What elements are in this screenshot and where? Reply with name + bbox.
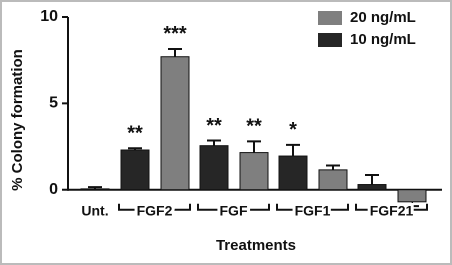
significance-label: *: [289, 119, 297, 141]
bar: [397, 189, 427, 203]
legend-label: 20 ng/mL: [350, 9, 416, 26]
group-bracket: [197, 203, 270, 211]
y-tick-label: 10: [40, 8, 58, 25]
bar: [120, 149, 150, 191]
legend-label: 10 ng/mL: [350, 31, 416, 48]
x-tick-label: FGF21: [370, 202, 414, 218]
y-tick-label: 0: [49, 181, 58, 198]
error-bar: [286, 143, 300, 157]
error-bar: [247, 140, 261, 153]
significance-label: ***: [163, 23, 187, 45]
x-tick-label: FGF1: [295, 202, 331, 218]
bar: [160, 56, 190, 191]
bar: [278, 155, 308, 191]
x-tick-label: FGF2: [137, 202, 173, 218]
legend-swatch: [318, 11, 342, 25]
bar: [239, 152, 269, 191]
error-bar: [207, 139, 221, 146]
significance-label: **: [127, 123, 143, 145]
error-bar: [128, 147, 142, 150]
x-tick-label: Unt.: [81, 202, 108, 218]
bar: [318, 169, 348, 191]
error-bar: [365, 174, 379, 185]
significance-label: **: [206, 115, 222, 137]
bar: [80, 188, 110, 191]
bar: [199, 145, 229, 191]
bar: [357, 184, 387, 191]
group-bracket: [118, 203, 191, 211]
significance-label: **: [246, 116, 262, 138]
error-bar: [405, 201, 419, 208]
legend-swatch: [318, 33, 342, 47]
error-bar: [326, 164, 340, 170]
error-bar: [168, 47, 182, 57]
x-tick-label: FGF: [220, 202, 248, 218]
group-bracket: [276, 203, 349, 211]
group-bracket: [355, 203, 428, 211]
y-axis-title: % Colony formation: [9, 49, 26, 191]
error-bar: [88, 186, 102, 189]
y-tick-label: 5: [49, 95, 58, 112]
x-axis-title: Treatments: [216, 237, 296, 254]
